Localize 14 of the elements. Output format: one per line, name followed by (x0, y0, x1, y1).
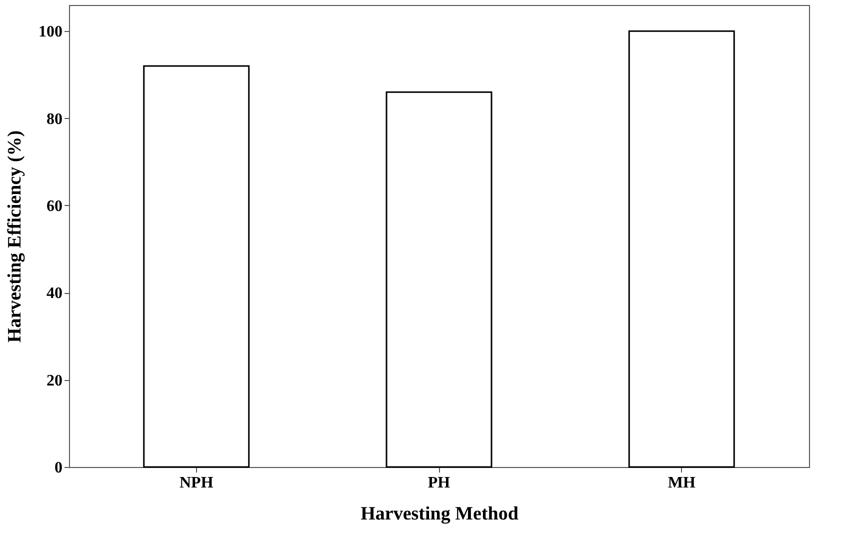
x-tick-label: PH (428, 474, 451, 492)
y-tick-label: 40 (46, 285, 62, 302)
y-tick-label: 0 (54, 460, 62, 476)
x-tick-label: NPH (179, 474, 214, 492)
y-tick-label: 100 (38, 24, 62, 41)
bar (628, 30, 735, 468)
y-tick-label: 20 (46, 372, 62, 390)
y-tick-label: 80 (46, 110, 62, 128)
y-tick-label: 60 (46, 198, 62, 215)
bar (386, 91, 492, 468)
bar (143, 65, 250, 468)
x-axis-title: Harvesting Method (360, 504, 519, 524)
y-axis-title: Harvesting Efficiency (%) (4, 130, 26, 343)
x-tick-label: MH (668, 474, 696, 492)
